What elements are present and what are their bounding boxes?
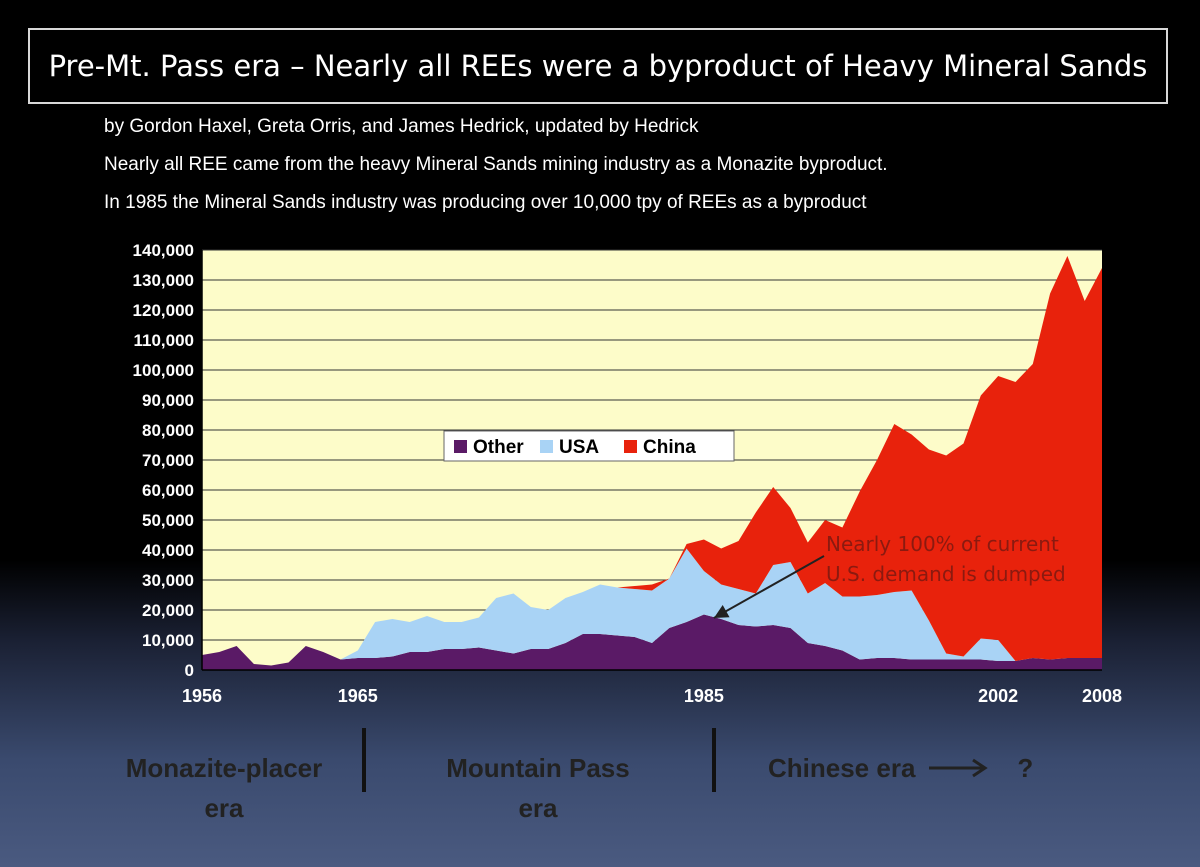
era-monazite-placer: Monazite-placer era (104, 748, 344, 828)
y-tick-label: 70,000 (142, 451, 194, 470)
slide-title: Pre-Mt. Pass era – Nearly all REEs were … (28, 28, 1168, 104)
legend-box (443, 430, 735, 462)
era-chinese-label: Chinese era (768, 753, 916, 783)
annotation-arrow-head (713, 605, 730, 618)
y-tick-label: 140,000 (133, 241, 194, 260)
x-tick-label: 2008 (1082, 686, 1122, 706)
y-tick-label: 60,000 (142, 481, 194, 500)
y-tick-label: 80,000 (142, 421, 194, 440)
era-monazite-line2: era (204, 793, 244, 823)
y-tick-label: 130,000 (133, 271, 194, 290)
y-tick-label: 100,000 (133, 361, 194, 380)
series-area-china (202, 256, 1102, 666)
legend-swatch-other (454, 440, 467, 453)
legend-label-other: Other (473, 437, 524, 458)
era-question-mark: ? (1017, 753, 1034, 783)
subtitle-line-3: In 1985 the Mineral Sands industry was p… (104, 192, 867, 213)
era-mountain-line1: Mountain Pass (446, 753, 630, 783)
y-tick-label: 40,000 (142, 541, 194, 560)
y-tick-label: 120,000 (133, 301, 194, 320)
x-tick-label: 1985 (684, 686, 724, 706)
y-tick-label: 20,000 (142, 601, 194, 620)
x-tick-label: 2002 (978, 686, 1018, 706)
annotation-line-2: U.S. demand is dumped (826, 562, 1066, 586)
legend-swatch-china (624, 440, 637, 453)
subtitle-line-2: Nearly all REE came from the heavy Miner… (104, 154, 888, 175)
series-area-usa (202, 548, 1102, 666)
legend-swatch-usa (540, 440, 553, 453)
legend-label-usa: USA (559, 437, 599, 458)
y-tick-label: 110,000 (133, 331, 194, 350)
y-tick-label: 50,000 (142, 511, 194, 530)
era-mountain-pass: Mountain Pass era (418, 748, 658, 828)
legend-label-china: China (643, 437, 696, 458)
era-chinese: Chinese era ? (768, 748, 1033, 788)
series-area-other (202, 614, 1102, 670)
era-monazite-line1: Monazite-placer (125, 753, 323, 783)
y-tick-label: 10,000 (142, 631, 194, 650)
era-mountain-line2: era (518, 793, 558, 823)
y-tick-label: 30,000 (142, 571, 194, 590)
era-divider-2 (712, 728, 716, 792)
x-tick-label: 1956 (182, 686, 222, 706)
y-tick-label: 90,000 (142, 391, 194, 410)
era-divider-1 (362, 728, 366, 792)
right-arrow-icon (929, 758, 989, 778)
subtitle-line-1: by Gordon Haxel, Greta Orris, and James … (104, 116, 699, 137)
annotation-line-1: Nearly 100% of current (826, 532, 1059, 556)
x-tick-label: 1965 (338, 686, 378, 706)
y-tick-label: 0 (185, 661, 194, 680)
annotation-arrow-line (713, 555, 825, 619)
